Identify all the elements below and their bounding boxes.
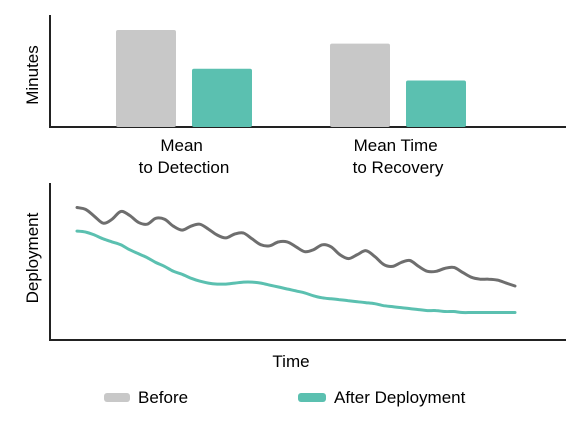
legend-swatch-before xyxy=(104,393,130,402)
legend-label-before: Before xyxy=(138,388,188,407)
bar-after-1 xyxy=(192,68,252,127)
bars-group xyxy=(116,30,466,127)
bar-axes xyxy=(49,15,566,128)
line-series-before xyxy=(75,206,517,288)
legend: Before After Deployment xyxy=(104,388,466,407)
line-series-after xyxy=(75,229,517,315)
bar-before-2 xyxy=(330,43,390,127)
bar-before-1 xyxy=(116,30,176,127)
bar-y-axis-label: Minutes xyxy=(23,45,42,105)
line-x-axis-label: Time xyxy=(272,352,309,371)
legend-label-after: After Deployment xyxy=(334,388,466,407)
line-axes xyxy=(49,183,566,341)
legend-swatch-after xyxy=(298,393,326,402)
line-y-axis-label: Deployment xyxy=(23,212,42,303)
bar-after-2 xyxy=(406,80,466,127)
bar-category-label-1: Mean to Detection xyxy=(139,136,230,177)
line-chart: Deployment Time xyxy=(23,183,566,371)
bar-chart: Minutes Mean to Detection Mean Time to R… xyxy=(23,15,566,177)
bar-category-label-2: Mean Time to Recovery xyxy=(353,136,444,177)
